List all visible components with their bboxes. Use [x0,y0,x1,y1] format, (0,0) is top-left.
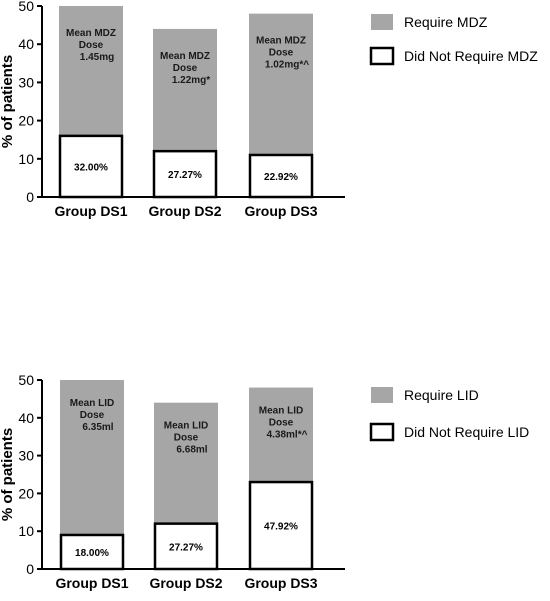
legend-label-2: Did Not Require MDZ [404,48,538,64]
annotation-1-line-3: 1.45mg [80,52,114,63]
annotation-1-line-2: Dose [79,40,104,51]
legend-swatch-1 [371,14,393,30]
annotation-2-line-1: Mean LID [164,421,208,432]
category-label-2: Group DS2 [148,203,221,219]
y-tick-label-2: 20 [18,113,34,129]
annotation-1-line-3: 6.35ml [82,422,113,433]
y-tick-label-1: 10 [18,151,34,167]
annotation-1-line-2: Dose [80,410,105,421]
percent-label-2: 27.27% [169,542,203,553]
bar-not-require-1 [58,134,124,199]
legend-swatch-2 [369,422,395,442]
annotation-2-line-3: 6.68ml [176,445,207,456]
percent-label-1: 18.00% [75,548,109,559]
annotation-3-line-3: 4.38ml*^ [267,430,308,441]
annotation-3-line-1: Mean LID [259,406,303,417]
annotation-3-line-2: Dose [269,48,294,59]
y-tick-label-3: 30 [18,448,34,464]
y-tick-label-5: 50 [18,372,34,388]
annotation-2-line-3: 1.22mg* [172,75,210,86]
annotation-1-line-1: Mean MDZ [66,28,116,39]
category-label-1: Group DS1 [55,575,128,591]
y-tick-label-4: 40 [18,36,34,52]
y-tick-label-2: 20 [18,485,34,501]
annotation-2-line-2: Dose [174,433,199,444]
category-label-1: Group DS1 [54,203,127,219]
legend-label-2: Did Not Require LID [404,424,529,440]
percent-label-1: 32.00% [74,162,108,173]
y-tick-label-1: 10 [18,523,34,539]
category-label-2: Group DS2 [149,575,222,591]
annotation-3-line-3: 1.02mg*^ [265,60,309,71]
y-tick-label-3: 30 [18,74,34,90]
category-label-3: Group DS3 [244,203,317,219]
bar-not-require-2 [152,149,218,199]
legend-label-1: Require MDZ [404,14,488,30]
y-tick-label-4: 40 [18,410,34,426]
legend: Require LID Did Not Require LID [369,387,529,442]
annotation-3-line-2: Dose [269,418,294,429]
category-label-3: Group DS3 [244,575,317,591]
y-tick-label-5: 50 [18,0,34,14]
percent-label-2: 27.27% [168,170,202,181]
percent-label-3: 47.92% [264,522,298,533]
legend-label-1: Require LID [404,387,479,403]
y-tick-label-0: 0 [26,561,34,577]
y-axis-label: % of patients [0,428,16,521]
annotation-3-line-1: Mean MDZ [256,36,306,47]
y-tick-label-0: 0 [26,189,34,205]
bar-not-require-3 [248,480,314,571]
legend-swatch-2 [369,46,395,66]
legend-swatch-1 [371,387,393,403]
annotation-2-line-2: Dose [173,63,198,74]
annotation-1-line-1: Mean LID [70,398,114,409]
y-axis-label: % of patients [0,55,16,148]
annotation-2-line-1: Mean MDZ [160,51,210,62]
percent-label-3: 22.92% [264,172,298,183]
legend: Require MDZ Did Not Require MDZ [369,14,538,66]
